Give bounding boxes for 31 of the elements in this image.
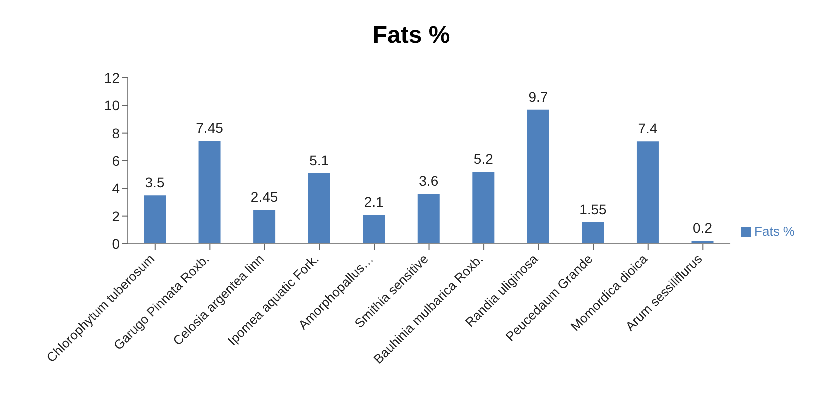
- data-label: 7.4: [638, 120, 658, 137]
- data-label: 5.1: [310, 152, 330, 168]
- y-tick-label: 4: [112, 180, 120, 197]
- data-label: 9.7: [528, 88, 548, 105]
- bar: [472, 172, 495, 244]
- bar: [254, 210, 276, 244]
- data-label: 7.45: [196, 120, 224, 136]
- bar: [636, 142, 659, 244]
- chart-title: Fats %: [372, 22, 452, 51]
- data-label: 2.1: [364, 194, 384, 210]
- y-tick-label: 2: [112, 208, 120, 224]
- bar: [363, 214, 386, 244]
- y-tick-label: 0: [112, 236, 120, 252]
- y-tick-label: 6: [112, 152, 120, 169]
- legend-label: Fats %: [754, 224, 795, 238]
- y-tick-label: 12: [104, 70, 120, 86]
- data-label: 3.5: [145, 174, 165, 191]
- data-label: 5.2: [474, 151, 494, 168]
- bar: [308, 173, 330, 244]
- bar: [692, 241, 714, 244]
- data-label: 0.2: [693, 220, 713, 236]
- data-label: 2.45: [250, 189, 278, 206]
- bar: [144, 196, 166, 244]
- data-label: 1.55: [580, 202, 608, 218]
- y-tick-label: 8: [112, 125, 120, 142]
- data-label: 3.6: [419, 173, 439, 190]
- y-tick-label: 10: [104, 98, 120, 114]
- bar: [582, 222, 604, 244]
- bar: [198, 140, 221, 244]
- bar: [527, 110, 550, 244]
- bar: [418, 194, 440, 244]
